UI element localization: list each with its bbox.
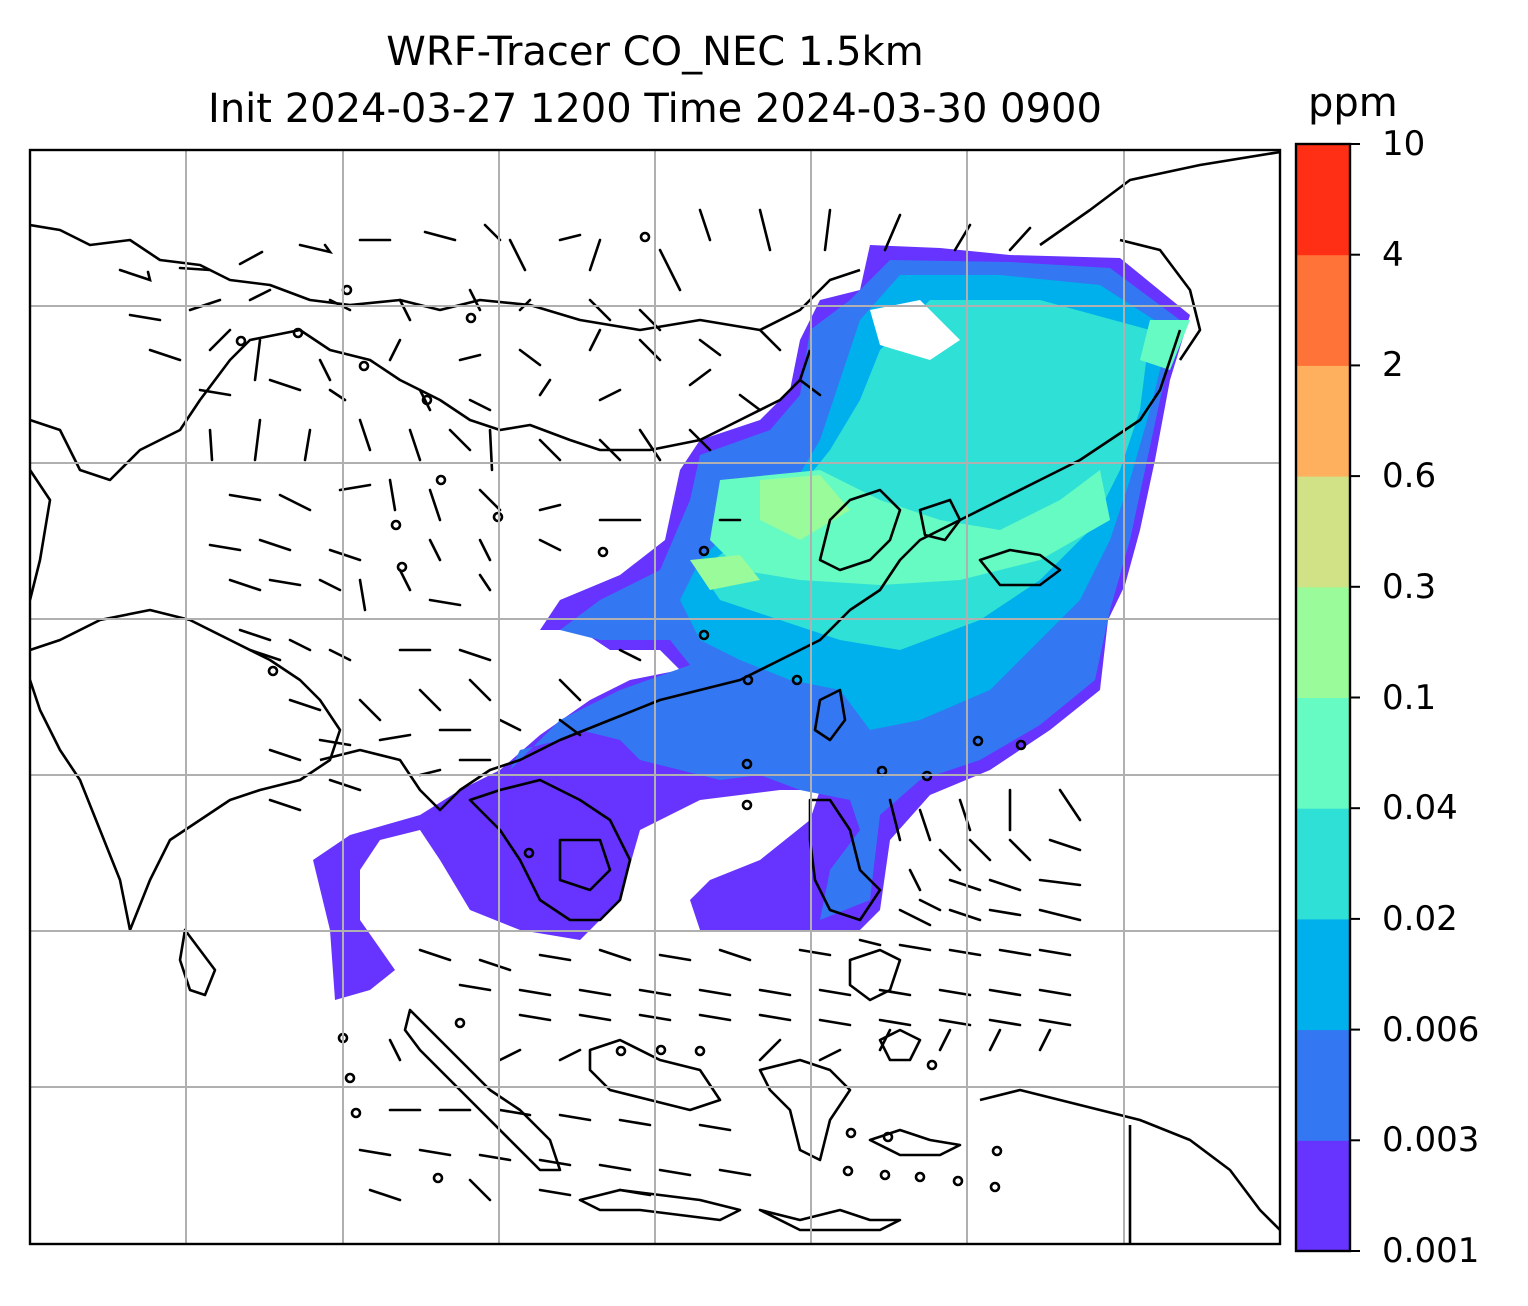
- colorbar-segment: [1296, 808, 1350, 920]
- gridlines: [30, 150, 1280, 1244]
- colorbar-tick-label: 4: [1382, 234, 1404, 275]
- colorbar-tick-label: 10: [1382, 124, 1426, 164]
- tracer-shading: [313, 245, 1190, 1000]
- colorbar-segment: [1296, 1029, 1350, 1141]
- colorbar-segment: [1296, 697, 1350, 809]
- colorbar-segment: [1296, 476, 1350, 588]
- colorbar-segment: [1296, 918, 1350, 1031]
- colorbar-tick-label: 0.1: [1382, 677, 1437, 718]
- map-title-line2: Init 2024-03-27 1200 Time 2024-03-30 090…: [208, 86, 1102, 132]
- wind-barbs: [118, 208, 1082, 1202]
- colorbar-segment: [1296, 365, 1350, 477]
- colorbar-tick-marks: [1350, 143, 1360, 1252]
- calm-wind-markers: [235, 231, 1027, 1193]
- map-frame: [28, 148, 1282, 1246]
- colorbar-tick-label: 2: [1382, 345, 1404, 386]
- colorbar-tick-label: 0.04: [1382, 788, 1458, 829]
- map-title-line1: WRF-Tracer CO_NEC 1.5km: [386, 29, 924, 75]
- colorbar-segment: [1296, 254, 1350, 366]
- colorbar-tick-label: 0.3: [1382, 566, 1437, 607]
- colorbar-segment: [1296, 144, 1350, 256]
- colorbar-segment: [1296, 586, 1350, 698]
- colorbar-segment: [1296, 1140, 1350, 1252]
- colorbar-tick-label: 0.6: [1382, 456, 1437, 497]
- colorbar-tick-label: 0.006: [1382, 1009, 1480, 1050]
- colorbar-tick-label: 0.001: [1382, 1231, 1480, 1271]
- colorbar-tick-label: 0.003: [1382, 1120, 1480, 1161]
- shade-clean-hole: [870, 300, 960, 360]
- colorbar-unit-label: ppm: [1308, 80, 1398, 126]
- colorbar: [1296, 144, 1350, 1252]
- colorbar-tick-label: 0.02: [1382, 898, 1458, 939]
